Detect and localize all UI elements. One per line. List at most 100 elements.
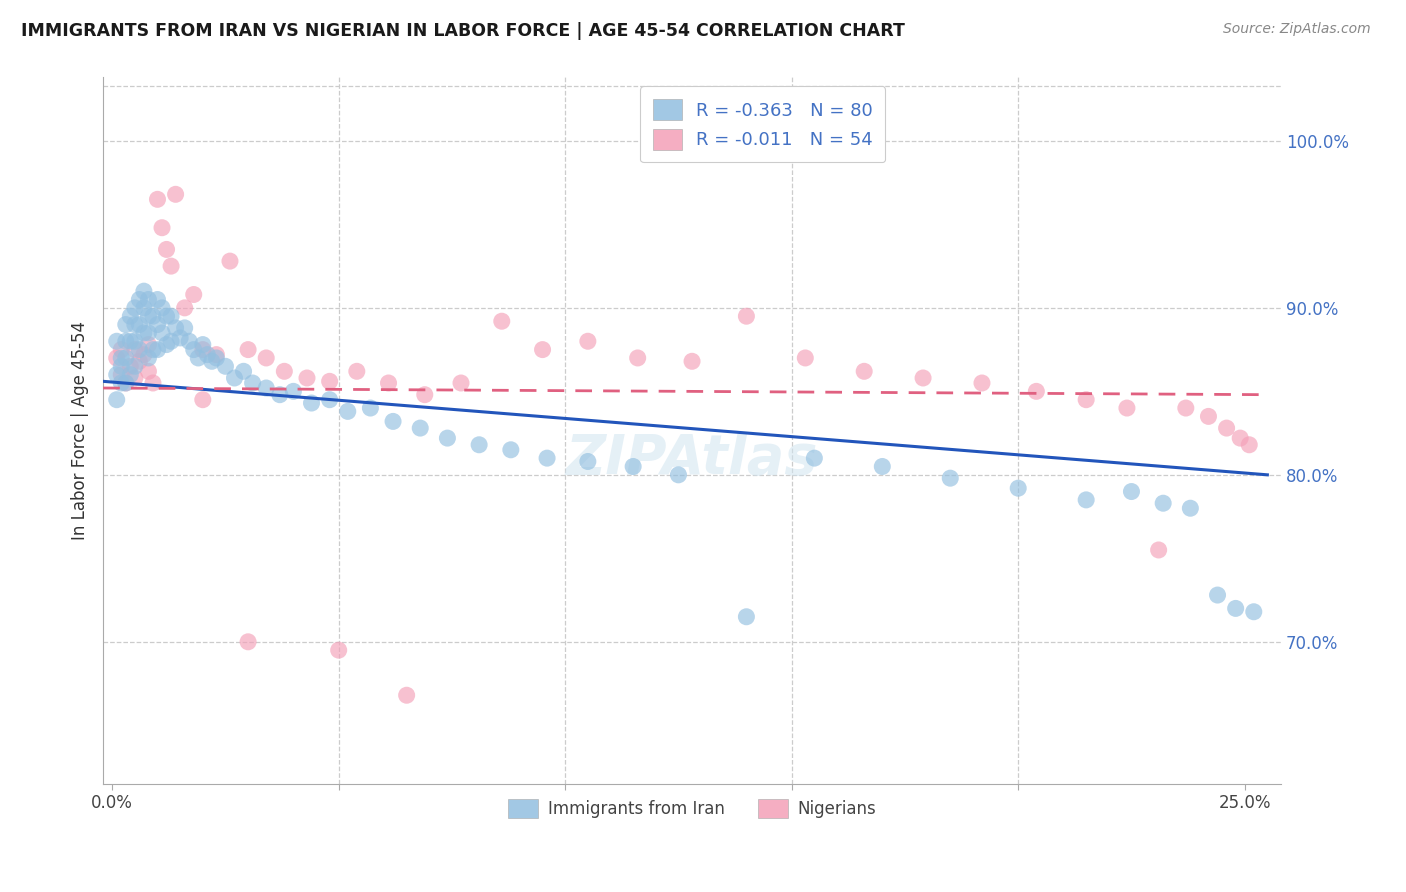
Point — [219, 254, 242, 268]
Point — [124, 359, 146, 374]
Point — [621, 459, 644, 474]
Point — [110, 376, 132, 390]
Point — [150, 220, 173, 235]
Point — [195, 348, 218, 362]
Point — [436, 431, 458, 445]
Point — [359, 401, 381, 415]
Point — [254, 381, 277, 395]
Point — [114, 334, 136, 349]
Point — [681, 354, 703, 368]
Point — [1076, 392, 1098, 407]
Point — [1174, 401, 1197, 415]
Point — [413, 387, 436, 401]
Point — [205, 348, 228, 362]
Point — [165, 187, 187, 202]
Point — [236, 343, 259, 357]
Point — [160, 259, 183, 273]
Point — [318, 375, 340, 389]
Legend: Immigrants from Iran, Nigerians: Immigrants from Iran, Nigerians — [501, 792, 883, 825]
Y-axis label: In Labor Force | Age 45-54: In Labor Force | Age 45-54 — [72, 321, 89, 540]
Point — [132, 301, 155, 315]
Point — [160, 309, 183, 323]
Point — [150, 301, 173, 315]
Point — [128, 343, 150, 357]
Point — [110, 351, 132, 365]
Point — [382, 414, 405, 428]
Point — [142, 343, 165, 357]
Point — [1152, 496, 1174, 510]
Point — [536, 451, 558, 466]
Point — [128, 354, 150, 368]
Point — [114, 351, 136, 365]
Point — [150, 326, 173, 340]
Point — [114, 376, 136, 390]
Point — [138, 337, 160, 351]
Point — [155, 337, 177, 351]
Point — [269, 387, 291, 401]
Point — [1180, 501, 1202, 516]
Point — [668, 467, 690, 482]
Point — [273, 364, 295, 378]
Point — [236, 635, 259, 649]
Point — [531, 343, 554, 357]
Point — [336, 404, 359, 418]
Point — [395, 688, 418, 702]
Point — [1243, 605, 1265, 619]
Point — [939, 471, 962, 485]
Point — [295, 371, 318, 385]
Point — [114, 376, 136, 390]
Point — [132, 284, 155, 298]
Point — [110, 343, 132, 357]
Point — [1076, 492, 1098, 507]
Point — [120, 309, 142, 323]
Text: IMMIGRANTS FROM IRAN VS NIGERIAN IN LABOR FORCE | AGE 45-54 CORRELATION CHART: IMMIGRANTS FROM IRAN VS NIGERIAN IN LABO… — [21, 22, 905, 40]
Point — [409, 421, 432, 435]
Point — [576, 454, 599, 468]
Point — [1239, 438, 1261, 452]
Point — [169, 331, 191, 345]
Point — [283, 384, 305, 399]
Point — [138, 326, 160, 340]
Point — [1206, 588, 1229, 602]
Point — [105, 351, 128, 365]
Point — [1215, 421, 1237, 435]
Point — [138, 309, 160, 323]
Point — [242, 376, 264, 390]
Point — [191, 337, 214, 351]
Point — [1229, 431, 1251, 445]
Point — [146, 192, 169, 206]
Point — [912, 371, 935, 385]
Point — [853, 364, 876, 378]
Point — [179, 334, 201, 349]
Text: ZIPAtlas: ZIPAtlas — [565, 432, 818, 486]
Point — [110, 359, 132, 374]
Point — [377, 376, 399, 390]
Point — [735, 309, 758, 323]
Point — [735, 609, 758, 624]
Point — [120, 368, 142, 382]
Point — [1116, 401, 1139, 415]
Point — [1225, 601, 1247, 615]
Point — [576, 334, 599, 349]
Point — [191, 392, 214, 407]
Point — [183, 343, 205, 357]
Point — [201, 354, 224, 368]
Point — [120, 359, 142, 374]
Point — [491, 314, 513, 328]
Point — [794, 351, 817, 365]
Point — [146, 318, 169, 332]
Point — [105, 334, 128, 349]
Point — [872, 459, 894, 474]
Point — [499, 442, 522, 457]
Point — [124, 318, 146, 332]
Point — [183, 287, 205, 301]
Text: Source: ZipAtlas.com: Source: ZipAtlas.com — [1223, 22, 1371, 37]
Point — [224, 371, 246, 385]
Point — [1007, 481, 1029, 495]
Point — [110, 368, 132, 382]
Point — [105, 392, 128, 407]
Point — [138, 293, 160, 307]
Point — [124, 334, 146, 349]
Point — [468, 438, 491, 452]
Point — [124, 343, 146, 357]
